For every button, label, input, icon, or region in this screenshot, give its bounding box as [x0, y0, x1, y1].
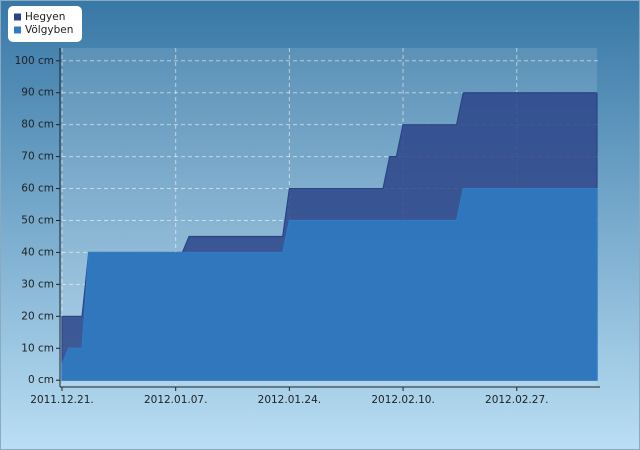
legend-label: Völgyben [25, 24, 73, 36]
y-tick-label: 80 cm [21, 119, 54, 131]
y-tick-label: 30 cm [21, 278, 54, 290]
x-tick-label: 2012.02.10. [371, 394, 434, 406]
y-tick-label: 60 cm [21, 183, 54, 195]
x-tick-label: 2012.01.07. [144, 394, 207, 406]
y-tick-label: 10 cm [21, 342, 54, 354]
legend-swatch [14, 13, 21, 21]
x-tick-label: 2012.02.27. [485, 394, 548, 406]
y-tick-label: 100 cm [15, 55, 54, 67]
y-tick-label: 90 cm [21, 87, 54, 99]
x-tick-label: 2012.01.24. [258, 394, 321, 406]
y-tick-label: 50 cm [21, 214, 54, 226]
x-tick-label: 2011.12.21. [30, 394, 93, 406]
y-tick-label: 40 cm [21, 246, 54, 258]
legend-label: Hegyen [25, 11, 65, 23]
y-tick-label: 70 cm [21, 151, 54, 163]
area [61, 187, 598, 381]
y-tick-label: 0 cm [28, 374, 54, 386]
y-tick-label: 20 cm [21, 310, 54, 322]
legend-swatch [14, 26, 21, 34]
legend [8, 6, 82, 42]
